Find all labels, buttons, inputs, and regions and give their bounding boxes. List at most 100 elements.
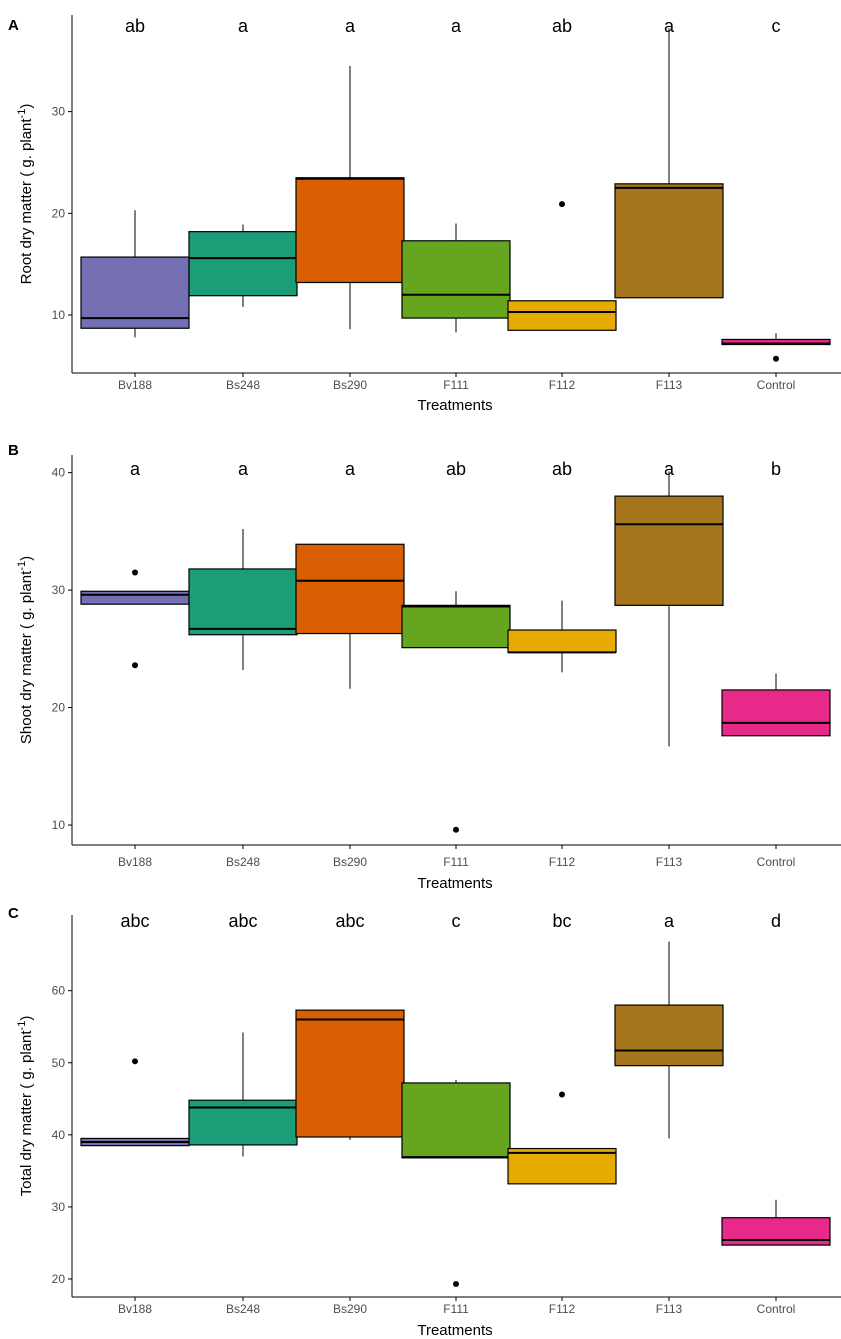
box-group-f112: F112 ab	[507, 16, 617, 392]
box	[295, 177, 405, 284]
box	[507, 300, 617, 331]
y-tick-label: 20	[52, 206, 66, 220]
x-tick-label: Bs248	[226, 1302, 260, 1316]
significance-letter: abc	[120, 911, 149, 931]
box	[80, 590, 190, 605]
box	[507, 629, 617, 653]
box	[507, 1147, 617, 1185]
box-group-f111: F111 c	[401, 911, 511, 1316]
y-tick-label: 20	[52, 1272, 66, 1286]
y-tick-label: 30	[52, 583, 66, 597]
outlier-point	[132, 662, 138, 669]
significance-letter: c	[452, 911, 461, 931]
x-tick-label: Bs248	[226, 855, 260, 869]
y-axis-title: Root dry matter ( g. plant-1)	[16, 104, 35, 285]
significance-letter: a	[664, 459, 675, 479]
x-tick-label: Control	[757, 1302, 796, 1316]
x-tick-label: Control	[757, 855, 796, 869]
y-axis-title: Shoot dry matter ( g. plant-1)	[16, 556, 35, 744]
x-tick-label: F113	[656, 1302, 683, 1316]
significance-letter: c	[772, 16, 781, 36]
y-tick-label: 50	[52, 1056, 66, 1070]
x-tick-label: F111	[443, 378, 469, 392]
significance-letter: ab	[125, 16, 145, 36]
significance-letter: a	[664, 16, 675, 36]
x-tick-label: Bv188	[118, 378, 152, 392]
box	[614, 495, 724, 606]
box-group-f113: F113 a	[614, 16, 724, 392]
y-tick-label: 30	[52, 105, 66, 119]
panel-C: C 20 30 40 50 60 Total dry matter ( g. plant-1…	[8, 905, 841, 1339]
y-tick-label: 10	[52, 818, 66, 832]
box	[188, 568, 298, 636]
significance-letter: a	[664, 911, 675, 931]
box	[80, 256, 190, 329]
x-tick-label: Bs290	[333, 378, 367, 392]
significance-letter: a	[238, 16, 249, 36]
box-group-f113: F113 a	[614, 459, 724, 869]
x-tick-label: Bs248	[226, 378, 260, 392]
significance-letter: a	[451, 16, 462, 36]
outlier-point	[132, 1058, 138, 1065]
y-tick-label: 20	[52, 701, 66, 715]
panel-A: A 10 20 30 Root dry matter ( g. plant-1) Trea…	[8, 15, 841, 414]
box	[188, 231, 298, 297]
y-tick-label: 10	[52, 308, 66, 322]
y-tick-label: 40	[52, 1128, 66, 1142]
box	[401, 604, 511, 649]
box-group-control: Control c	[721, 16, 831, 392]
box-group-bv188: Bv188 ab	[80, 16, 190, 392]
significance-letter: abc	[335, 911, 364, 931]
significance-letter: a	[238, 459, 249, 479]
box-group-control: Control d	[721, 911, 831, 1316]
outlier-point	[132, 569, 138, 576]
box	[295, 1009, 405, 1138]
x-tick-label: F112	[549, 1302, 576, 1316]
box-group-bs290: Bs290 abc	[295, 911, 405, 1316]
significance-letter: a	[345, 459, 356, 479]
y-tick-label: 60	[52, 984, 66, 998]
significance-letter: ab	[552, 16, 572, 36]
box-group-f111: F111 a	[401, 16, 511, 392]
x-tick-label: Bs290	[333, 1302, 367, 1316]
outlier-point	[773, 355, 779, 362]
x-axis-title: Treatments	[417, 397, 492, 414]
significance-letter: a	[345, 16, 356, 36]
outlier-point	[559, 1091, 565, 1098]
significance-letter: a	[130, 459, 141, 479]
significance-letter: bc	[552, 911, 571, 931]
box-group-bs290: Bs290 a	[295, 459, 405, 869]
box-group-bs248: Bs248 a	[188, 16, 298, 392]
panel-letter: B	[8, 442, 19, 459]
x-tick-label: F113	[656, 378, 683, 392]
box-group-bs248: Bs248 a	[188, 459, 298, 869]
x-tick-label: Control	[757, 378, 796, 392]
significance-letter: abc	[228, 911, 257, 931]
box-group-bs290: Bs290 a	[295, 16, 405, 392]
box	[401, 1082, 511, 1159]
box-group-bv188: Bv188 a	[80, 459, 190, 869]
x-tick-label: F112	[549, 855, 576, 869]
panel-letter: A	[8, 17, 19, 34]
box-group-bs248: Bs248 abc	[188, 911, 298, 1316]
x-tick-label: Bv188	[118, 1302, 152, 1316]
box-group-f112: F112 bc	[507, 911, 617, 1316]
box	[614, 183, 724, 299]
outlier-point	[559, 201, 565, 208]
x-tick-label: F111	[443, 855, 469, 869]
x-tick-label: Bv188	[118, 855, 152, 869]
outlier-point	[453, 826, 459, 833]
y-tick-label: 40	[52, 466, 66, 480]
box-group-control: Control b	[721, 459, 831, 869]
significance-letter: b	[771, 459, 781, 479]
x-axis-title: Treatments	[417, 1322, 492, 1339]
significance-letter: d	[771, 911, 781, 931]
outlier-point	[453, 1281, 459, 1288]
x-axis-title: Treatments	[417, 875, 492, 892]
x-tick-label: F112	[549, 378, 576, 392]
y-axis-title: Total dry matter ( g. plant-1)	[16, 1016, 35, 1197]
box	[721, 338, 831, 346]
y-tick-label: 30	[52, 1200, 66, 1214]
box	[614, 1004, 724, 1067]
